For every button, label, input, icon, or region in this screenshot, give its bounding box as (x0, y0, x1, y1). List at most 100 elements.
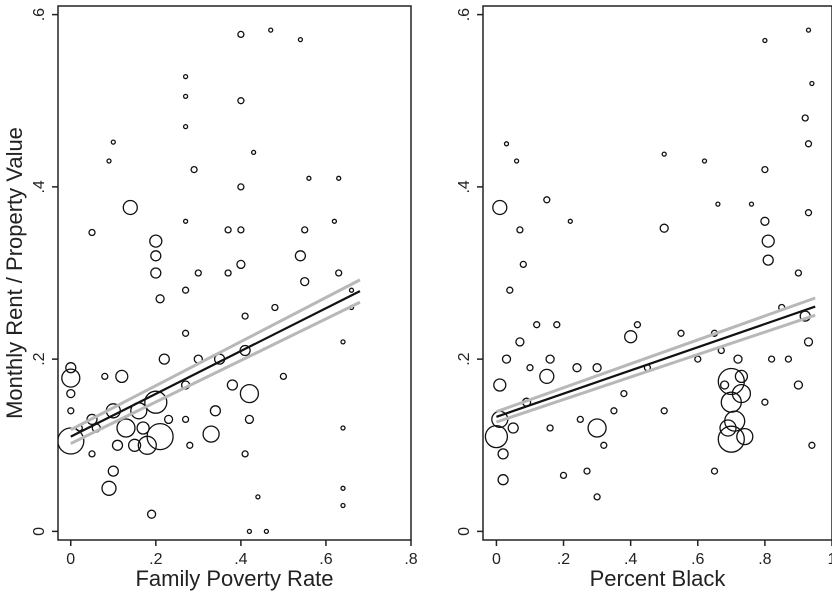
scatter-point (116, 418, 136, 438)
scatter-point (572, 363, 582, 373)
scatter-point (224, 226, 232, 234)
scatter-point (241, 450, 249, 458)
scatter-point (101, 372, 109, 381)
scatter-point (760, 216, 770, 226)
scatter-point (493, 378, 507, 392)
scatter-point (677, 329, 685, 337)
scatter-point (659, 223, 669, 233)
scatter-point (808, 441, 816, 449)
ci-upper-line (495, 296, 816, 414)
x-tick-label: .4 (234, 551, 247, 568)
y-axis-title: Monthly Rent / Property Value (2, 127, 27, 419)
x-tick-label: 0 (492, 551, 501, 568)
scatter-point (158, 353, 170, 365)
scatter-point (801, 114, 809, 122)
scatter-point (255, 494, 261, 500)
scatter-point (61, 368, 81, 388)
scatter-point (106, 158, 112, 164)
scatter-point (610, 407, 618, 415)
scatter-point (492, 199, 508, 216)
scatter-point (804, 209, 813, 217)
scatter-point (306, 175, 312, 181)
scatter-point (263, 528, 270, 535)
scatter-point (484, 424, 509, 449)
y-tick-label: .4 (31, 180, 48, 193)
scatter-point (239, 383, 260, 404)
scatter-point (115, 369, 129, 384)
scatter-point (202, 425, 220, 443)
scatter-point (762, 254, 774, 266)
scatter-point (784, 355, 793, 363)
scatter-point (340, 339, 346, 345)
scatter-point (803, 337, 814, 347)
scatter-point (515, 337, 525, 347)
plot-frame (482, 5, 832, 541)
scatter-point (506, 286, 514, 294)
scatter-point (127, 438, 142, 452)
scatter-point (567, 218, 573, 224)
x-axis-title: Percent Black (590, 566, 727, 591)
scatter-point (146, 422, 174, 451)
scatter-point (660, 407, 668, 415)
scatter-point (513, 158, 520, 164)
scatter-point (110, 139, 116, 145)
scatter-point (237, 183, 245, 191)
scatter-point (507, 422, 519, 434)
scatter-point (186, 441, 194, 449)
scatter-point (66, 388, 76, 399)
scatter-point (661, 151, 667, 157)
scatter-point (226, 379, 239, 391)
scatter-point (553, 321, 561, 329)
scatter-point (107, 465, 119, 477)
scatter-point (182, 93, 189, 100)
scatter-point (633, 321, 642, 329)
scatter-point (539, 368, 555, 385)
data-marks (58, 27, 361, 535)
scatter-point (194, 269, 202, 277)
scatter-point (497, 474, 509, 486)
scatter-point (809, 80, 815, 87)
x-tick-label: .6 (319, 551, 332, 568)
scatter-point (701, 158, 708, 164)
scatter-point (237, 97, 245, 105)
scatter-point (736, 427, 754, 446)
scatter-point (805, 27, 812, 33)
scatter-point (224, 269, 232, 277)
scatter-point (719, 419, 737, 437)
y-tick-label: .6 (456, 8, 473, 21)
scatter-point (546, 424, 554, 432)
scatter-point (182, 73, 189, 80)
scatter-point (761, 165, 769, 174)
scatter-point (559, 471, 568, 480)
scatter-point (163, 414, 174, 425)
scatter-point (88, 450, 96, 458)
scatter-point (710, 467, 719, 475)
x-tick-label: .2 (149, 551, 162, 568)
scatter-point (587, 418, 607, 438)
scatter-point (181, 286, 190, 294)
fit-line (70, 290, 361, 438)
scatter-point (150, 267, 162, 279)
scatter-point (583, 467, 591, 475)
scatter-point (576, 415, 584, 424)
fit-line (496, 305, 816, 418)
scatter-point (122, 199, 138, 216)
scatter-point (762, 37, 768, 44)
y-tick-label: .2 (31, 352, 48, 365)
scatter-point (67, 407, 75, 415)
scatter-point (717, 425, 745, 453)
scatter-point (694, 355, 702, 363)
data-marks (484, 27, 816, 501)
scatter-point (624, 330, 638, 344)
scatter-point (501, 354, 512, 364)
scatter-point (543, 196, 551, 204)
scatter-point (237, 226, 245, 234)
x-tick-label: .2 (557, 551, 570, 568)
y-tick-label: 0 (456, 527, 473, 536)
scatter-point (101, 480, 117, 496)
x-axis-title: Family Poverty Rate (135, 566, 333, 591)
x-tick-label: .4 (624, 551, 637, 568)
